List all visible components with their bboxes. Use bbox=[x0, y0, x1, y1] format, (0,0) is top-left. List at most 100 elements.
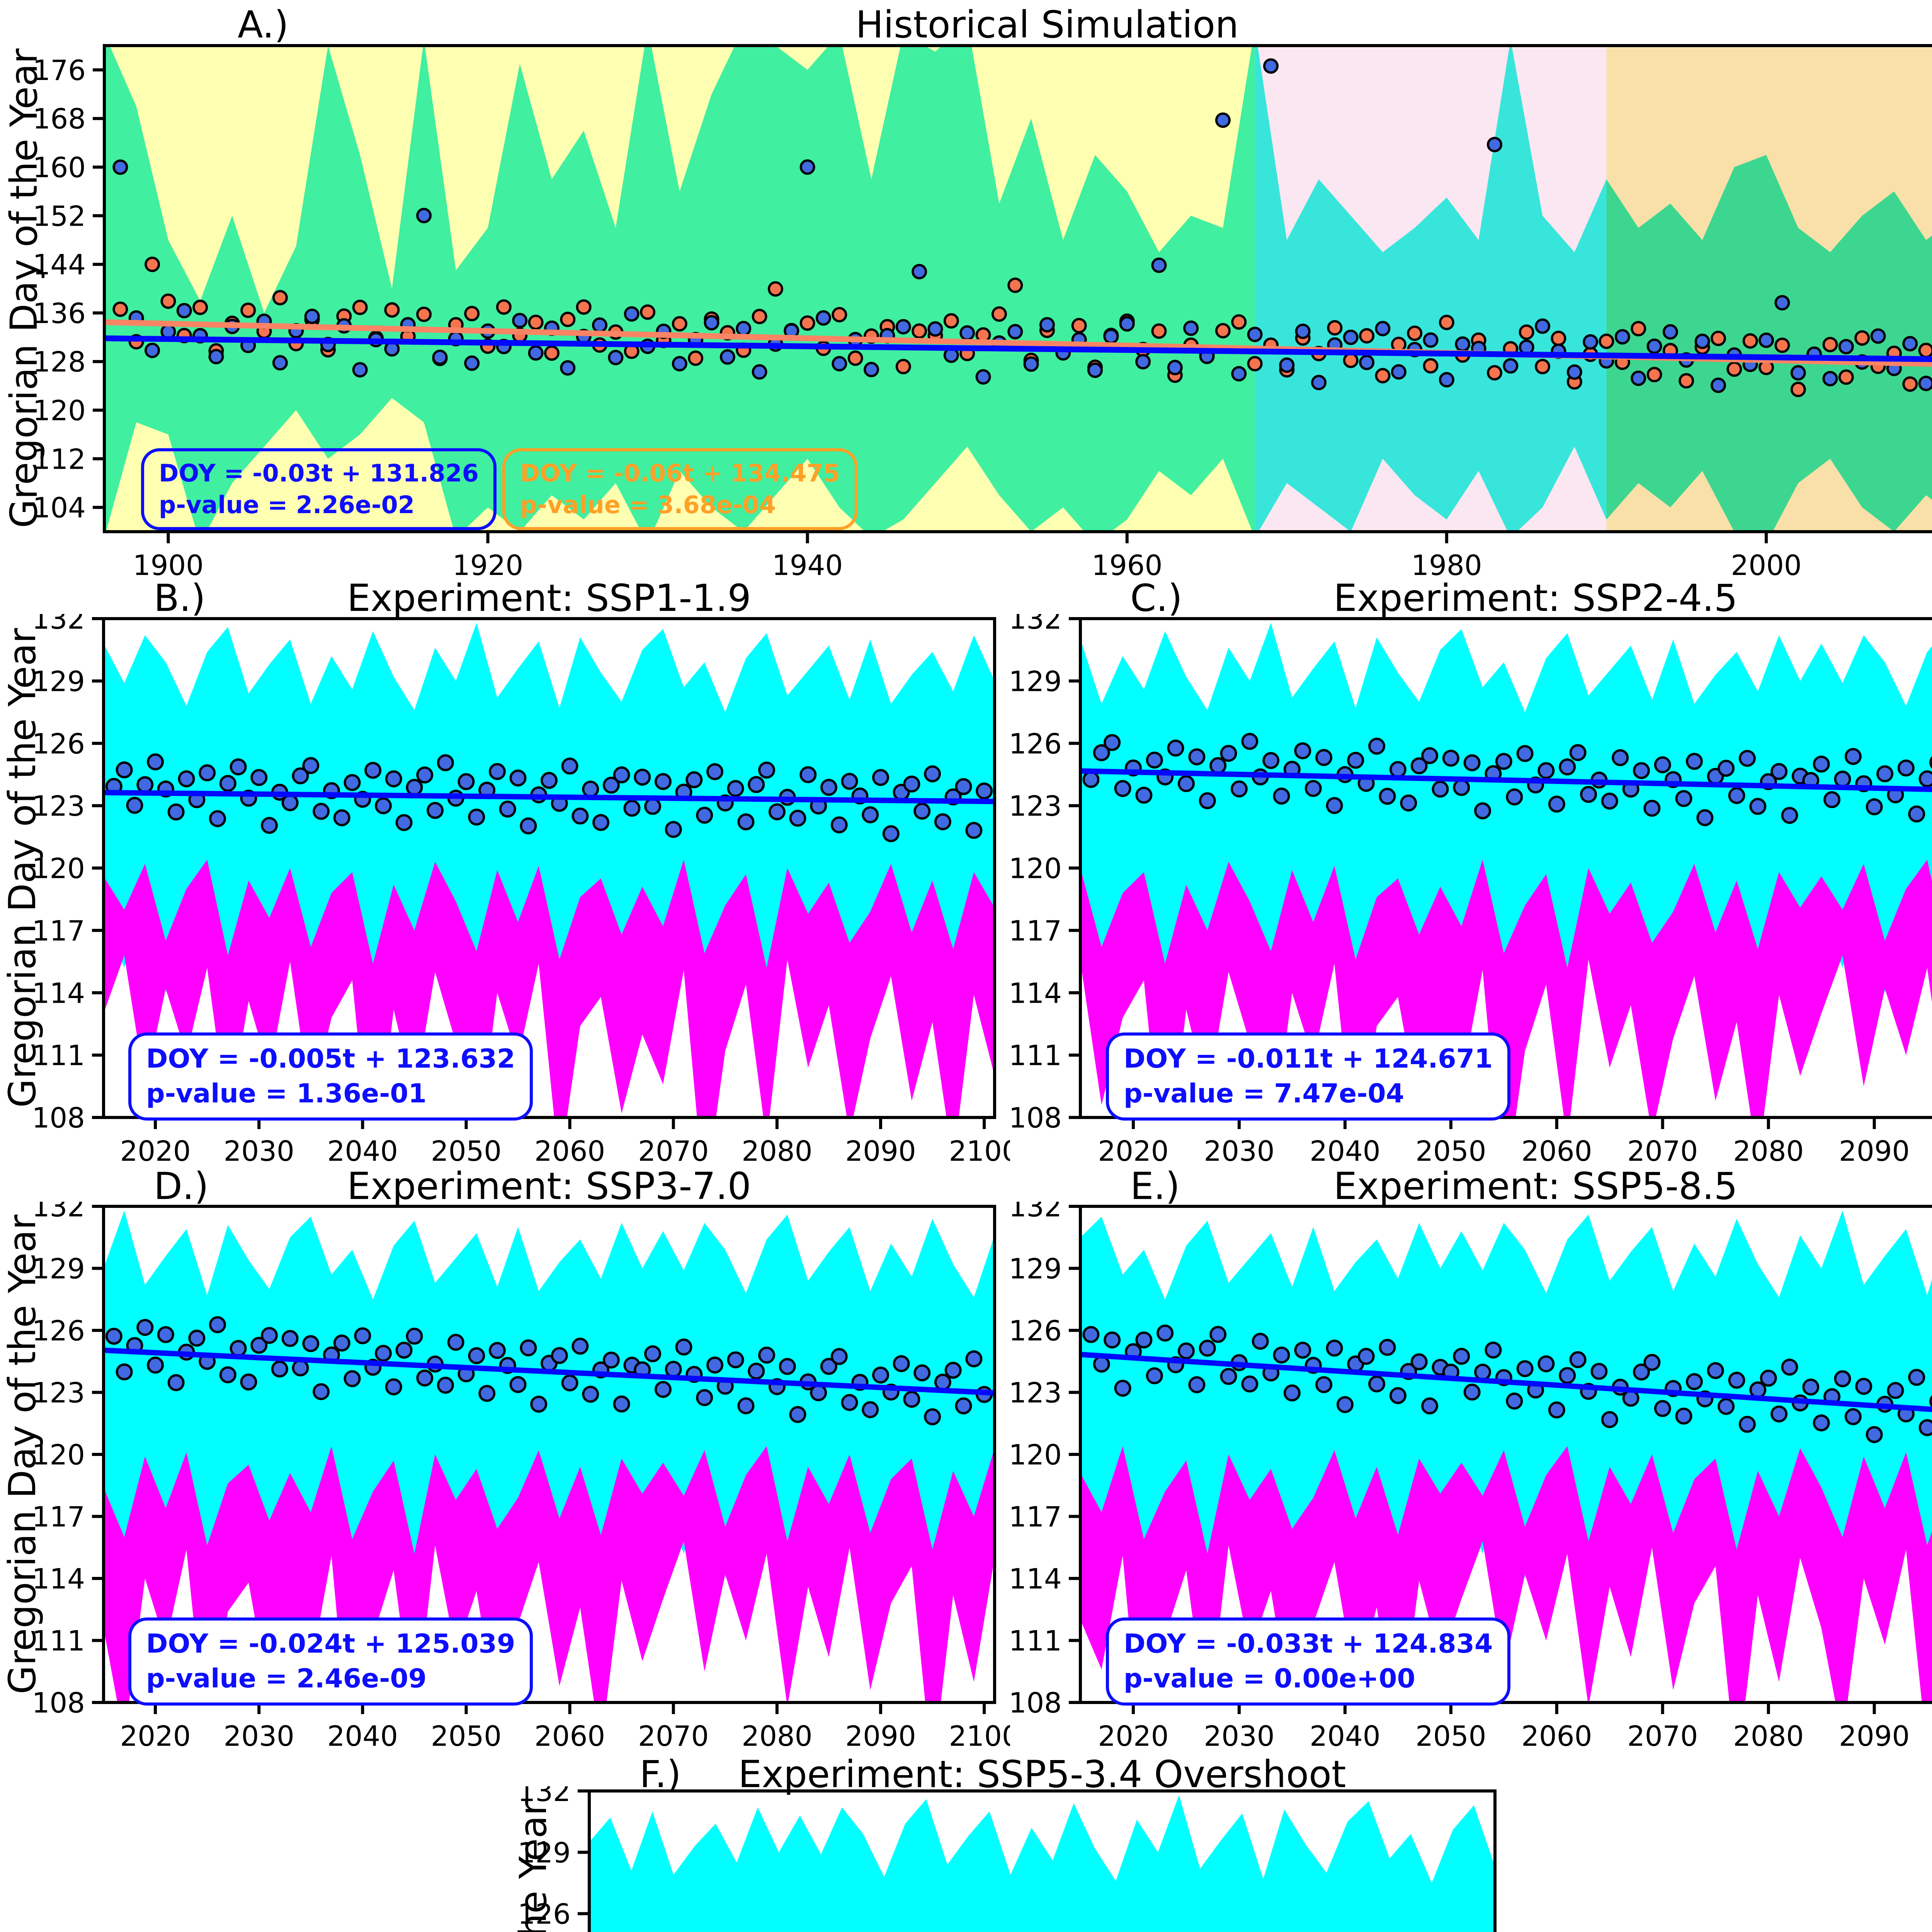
svg-text:2050: 2050 bbox=[431, 1720, 502, 1752]
svg-text:2050: 2050 bbox=[1415, 1135, 1486, 1167]
y-axis-label-row4: Gregorian Day of the Year bbox=[512, 1800, 555, 1932]
svg-text:132: 132 bbox=[32, 614, 85, 635]
svg-text:2020: 2020 bbox=[120, 1720, 190, 1752]
trend-pvalue: p-value = 1.36e-01 bbox=[146, 1078, 427, 1109]
panel-E-letter: E.) bbox=[1130, 1165, 1180, 1208]
svg-text:2040: 2040 bbox=[327, 1135, 398, 1167]
svg-text:2020: 2020 bbox=[1098, 1135, 1168, 1167]
svg-text:114: 114 bbox=[32, 1563, 85, 1595]
svg-text:2020: 2020 bbox=[1098, 1720, 1168, 1752]
svg-text:1980: 1980 bbox=[1411, 549, 1482, 582]
trend-pvalue: p-value = 0.00e+00 bbox=[1124, 1663, 1415, 1694]
svg-text:126: 126 bbox=[32, 1315, 85, 1347]
svg-text:2070: 2070 bbox=[638, 1720, 709, 1752]
svg-text:108: 108 bbox=[32, 1102, 85, 1134]
svg-text:104: 104 bbox=[33, 492, 86, 524]
svg-text:120: 120 bbox=[33, 395, 86, 427]
trend-pvalue: p-value = 2.46e-09 bbox=[146, 1663, 427, 1694]
panel-D-letter: D.) bbox=[154, 1165, 209, 1208]
svg-text:111: 111 bbox=[1009, 1039, 1062, 1072]
panel-C-letter: C.) bbox=[1130, 577, 1182, 620]
svg-text:128: 128 bbox=[33, 346, 86, 378]
panel-A-plot: 1900 1920 1940 1960 1980 2000 104 112 120 128 136 1… bbox=[33, 44, 1932, 582]
svg-text:2040: 2040 bbox=[327, 1720, 398, 1752]
trend-equation: DOY = -0.005t + 123.632 bbox=[146, 1044, 515, 1074]
svg-text:160: 160 bbox=[33, 151, 86, 184]
svg-text:2070: 2070 bbox=[638, 1135, 709, 1167]
svg-text:2050: 2050 bbox=[1415, 1720, 1486, 1752]
svg-text:2080: 2080 bbox=[742, 1135, 812, 1167]
svg-text:120: 120 bbox=[1009, 1439, 1062, 1471]
svg-text:152: 152 bbox=[33, 200, 86, 232]
panel-B-letter: B.) bbox=[154, 577, 206, 620]
svg-text:108: 108 bbox=[1009, 1102, 1062, 1134]
svg-text:1960: 1960 bbox=[1092, 549, 1162, 582]
svg-text:1900: 1900 bbox=[133, 549, 204, 582]
svg-text:126: 126 bbox=[1009, 1315, 1062, 1347]
svg-text:123: 123 bbox=[32, 1377, 85, 1409]
svg-text:2090: 2090 bbox=[1839, 1720, 1910, 1752]
panel-C-trend-annotation: DOY = -0.011t + 124.671 p-value = 7.47e-… bbox=[1106, 1032, 1511, 1121]
y-axis-label-row2: Gregorian Day of the Year bbox=[1, 628, 44, 1108]
panel-B-trend-annotation: DOY = -0.005t + 123.632 p-value = 1.36e-… bbox=[128, 1032, 533, 1121]
svg-text:126: 126 bbox=[32, 728, 85, 760]
trend-pvalue: p-value = 3.68e-04 bbox=[520, 490, 776, 519]
svg-text:1940: 1940 bbox=[772, 549, 843, 582]
svg-text:132: 132 bbox=[518, 1786, 571, 1808]
svg-text:126: 126 bbox=[1009, 728, 1062, 760]
panel-A-blue-trend-annotation: DOY = -0.03t + 131.826 p-value = 2.26e-0… bbox=[141, 448, 497, 530]
panel-F-plot: 2020203020402050206020702080209021001081… bbox=[518, 1786, 1497, 1932]
trend-pvalue: p-value = 7.47e-04 bbox=[1124, 1078, 1405, 1109]
svg-text:108: 108 bbox=[32, 1687, 85, 1719]
svg-text:111: 111 bbox=[32, 1625, 85, 1657]
svg-text:132: 132 bbox=[32, 1202, 85, 1223]
svg-text:2030: 2030 bbox=[224, 1720, 294, 1752]
svg-text:120: 120 bbox=[32, 1439, 85, 1471]
svg-text:129: 129 bbox=[32, 1253, 85, 1285]
svg-text:132: 132 bbox=[1009, 614, 1062, 635]
svg-text:136: 136 bbox=[33, 297, 86, 330]
svg-text:117: 117 bbox=[32, 1501, 85, 1533]
svg-text:114: 114 bbox=[32, 977, 85, 1009]
svg-text:117: 117 bbox=[32, 915, 85, 947]
svg-text:2040: 2040 bbox=[1310, 1720, 1380, 1752]
panel-A-letter: A.) bbox=[238, 3, 289, 46]
svg-text:129: 129 bbox=[32, 665, 85, 697]
svg-text:2100: 2100 bbox=[949, 1720, 1010, 1752]
svg-text:2030: 2030 bbox=[1204, 1135, 1274, 1167]
svg-text:2090: 2090 bbox=[1839, 1135, 1910, 1167]
panel-B-plot: 2020 2030 2040 2050 2060 2070 2080 2090 2100 108 1… bbox=[32, 614, 1010, 1167]
svg-text:2030: 2030 bbox=[1204, 1720, 1274, 1752]
svg-text:2100: 2100 bbox=[949, 1135, 1010, 1167]
svg-text:129: 129 bbox=[1009, 1253, 1062, 1285]
svg-text:111: 111 bbox=[1009, 1625, 1062, 1657]
svg-text:176: 176 bbox=[33, 54, 86, 87]
svg-text:2050: 2050 bbox=[431, 1135, 502, 1167]
svg-text:114: 114 bbox=[1009, 977, 1062, 1009]
svg-text:2060: 2060 bbox=[534, 1720, 605, 1752]
svg-text:2060: 2060 bbox=[1521, 1720, 1592, 1752]
svg-text:117: 117 bbox=[1009, 1501, 1062, 1533]
svg-text:129: 129 bbox=[518, 1837, 571, 1869]
panel-A-title: Historical Simulation bbox=[855, 3, 1239, 46]
panel-F-title: Experiment: SSP5-3.4 Overshoot bbox=[738, 1753, 1346, 1796]
svg-text:123: 123 bbox=[1009, 790, 1062, 822]
svg-text:111: 111 bbox=[32, 1039, 85, 1072]
svg-text:2060: 2060 bbox=[1521, 1135, 1592, 1167]
panel-D-plot: 2020 2030 2040 2050 2060 2070 2080 2090 2100 108 1… bbox=[32, 1202, 1010, 1752]
svg-text:123: 123 bbox=[32, 790, 85, 822]
panel-B-title: Experiment: SSP1-1.9 bbox=[347, 577, 751, 620]
panel-E-trend-annotation: DOY = -0.033t + 124.834 p-value = 0.00e+… bbox=[1106, 1617, 1511, 1706]
svg-text:2060: 2060 bbox=[534, 1135, 605, 1167]
svg-text:112: 112 bbox=[33, 443, 86, 475]
panel-F-letter: F.) bbox=[639, 1753, 681, 1796]
trend-equation: DOY = -0.03t + 131.826 bbox=[159, 459, 479, 487]
y-axis-label-row1: Gregorian Day of the Year bbox=[2, 48, 46, 528]
svg-text:126: 126 bbox=[518, 1898, 571, 1930]
svg-text:1920: 1920 bbox=[452, 549, 523, 582]
panel-D-title: Experiment: SSP3-7.0 bbox=[347, 1165, 751, 1208]
svg-text:2020: 2020 bbox=[120, 1135, 190, 1167]
svg-text:108: 108 bbox=[1009, 1687, 1062, 1719]
panel-D-trend-annotation: DOY = -0.024t + 125.039 p-value = 2.46e-… bbox=[128, 1617, 533, 1706]
